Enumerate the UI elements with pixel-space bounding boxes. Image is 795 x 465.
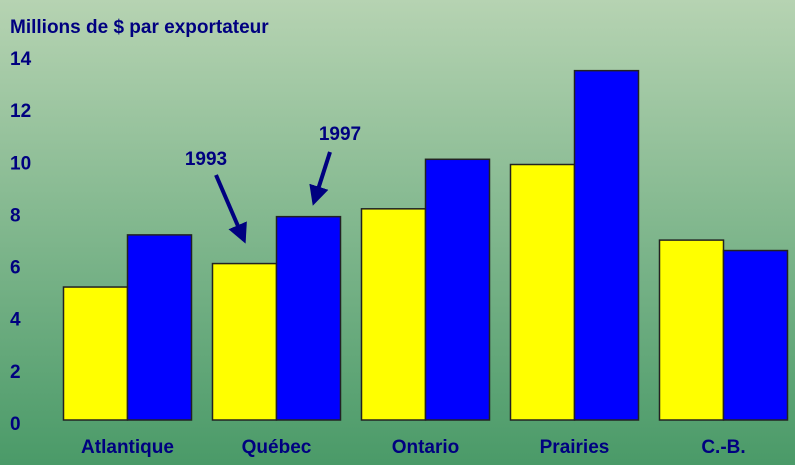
chart-title: Millions de $ par exportateur	[10, 17, 269, 38]
annotation: 1997	[319, 124, 361, 145]
x-tick-label: Atlantique	[81, 437, 174, 458]
x-tick-label: C.-B.	[701, 437, 745, 458]
y-tick-label: 14	[10, 49, 32, 70]
y-tick-label: 8	[10, 205, 21, 226]
bar	[573, 69, 640, 421]
bar	[722, 249, 789, 421]
y-tick-label: 12	[10, 101, 31, 122]
annotation: 1993	[185, 149, 227, 170]
y-tick-label: 4	[10, 310, 21, 331]
bar	[211, 262, 278, 421]
bar	[62, 286, 129, 421]
bar	[360, 208, 427, 421]
x-tick-label: Québec	[242, 437, 312, 458]
annotation-arrow	[214, 174, 247, 244]
y-tick-label: 2	[10, 362, 21, 383]
y-tick-label: 6	[10, 258, 21, 279]
annotation-arrow	[309, 151, 332, 206]
bar	[509, 163, 576, 421]
bar	[658, 239, 725, 421]
bar	[424, 158, 491, 421]
bar	[275, 215, 342, 421]
x-tick-label: Ontario	[392, 437, 460, 458]
y-tick-label: 10	[10, 153, 31, 174]
x-tick-label: Prairies	[540, 437, 610, 458]
y-tick-label: 0	[10, 414, 21, 435]
bar	[126, 234, 193, 421]
